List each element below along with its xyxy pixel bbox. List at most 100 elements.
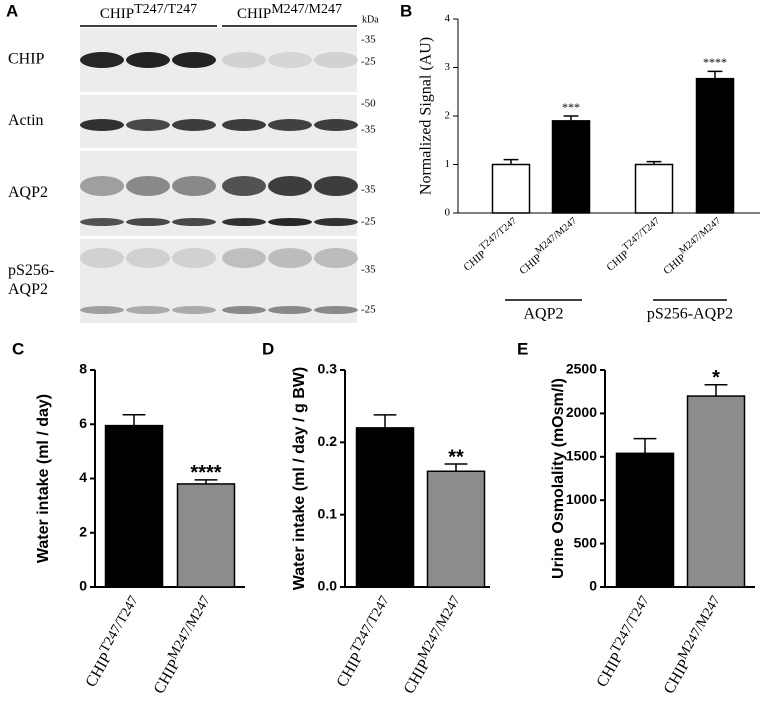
panel-letter: E <box>517 339 528 358</box>
error-bar <box>194 479 218 484</box>
x-tick-label-sup: M247/M247 <box>677 216 723 257</box>
y-tick-label: 4 <box>445 13 451 25</box>
x-tick-label-sup: M247/M247 <box>166 594 214 663</box>
bar <box>551 120 591 214</box>
error-bar <box>503 158 519 165</box>
y-axis-label: Water intake (ml / day / g BW) <box>291 367 308 590</box>
panel-letter: C <box>12 339 24 358</box>
band <box>222 306 266 314</box>
y-tick-label: 0.3 <box>318 361 338 377</box>
x-tick-label: CHIPM247/M247 <box>397 594 468 697</box>
x-tick-label: CHIPT247/T247 <box>601 216 665 273</box>
band <box>222 119 266 131</box>
band <box>80 176 124 196</box>
y-axis-label: Normalized Signal (AU) <box>418 37 435 195</box>
band <box>80 119 124 131</box>
y-tick-label: 2500 <box>566 361 597 377</box>
band <box>126 176 170 196</box>
y-tick-label: 0 <box>589 578 597 594</box>
band <box>314 176 358 196</box>
x-tick-label-sup: M247/M247 <box>676 594 724 663</box>
band <box>268 119 312 131</box>
x-tick-label-sup: T247/T247 <box>608 594 652 656</box>
band <box>314 248 358 268</box>
significance: * <box>712 367 720 389</box>
band <box>126 119 170 131</box>
kda-marker: -35 <box>361 124 376 136</box>
group-label-sup: M247/M247 <box>271 2 342 17</box>
y-tick-label: 0.0 <box>318 578 338 594</box>
y-tick-label: 0.2 <box>318 433 338 449</box>
bar <box>634 163 674 214</box>
group-label: CHIPM247/M247 <box>237 2 342 22</box>
error-bar <box>633 437 657 454</box>
band <box>126 52 170 68</box>
group-label: AQP2 <box>523 306 563 323</box>
significance: **** <box>703 55 727 69</box>
error-bar <box>373 414 397 428</box>
error-bar <box>707 70 723 79</box>
blot-strip <box>80 95 357 148</box>
kda-marker: -35 <box>361 184 376 196</box>
band <box>126 248 170 268</box>
unit-label: kDa <box>362 14 379 25</box>
band <box>268 52 312 68</box>
x-tick-label: CHIPM247/M247 <box>657 594 728 697</box>
error-bar <box>704 384 728 397</box>
band <box>222 176 266 196</box>
x-tick-label: CHIPT247/T247 <box>590 594 657 690</box>
y-tick-label: 1 <box>445 158 451 170</box>
significance: *** <box>562 100 580 114</box>
bar <box>426 470 486 588</box>
row-label: pS256- <box>8 262 54 279</box>
x-tick-label-sup: T247/T247 <box>621 216 663 253</box>
group-label: pS256-AQP2 <box>647 306 733 323</box>
band <box>314 52 358 68</box>
x-tick-label: CHIPT247/T247 <box>458 216 522 273</box>
y-tick-label: 2 <box>445 110 451 122</box>
band <box>222 248 266 268</box>
kda-marker: -35 <box>361 264 376 276</box>
panel-letter: B <box>400 1 412 20</box>
bar <box>686 395 746 588</box>
band <box>126 306 170 314</box>
y-tick-label: 0.1 <box>318 505 338 521</box>
band <box>80 306 124 314</box>
blot-strip <box>80 239 357 323</box>
y-axis-label: Urine Osmolality (mOsm/l) <box>550 378 567 579</box>
band <box>80 248 124 268</box>
row-label: CHIP <box>8 51 45 68</box>
band <box>268 176 312 196</box>
error-bar <box>444 463 468 472</box>
kda-marker: -25 <box>361 304 376 316</box>
y-tick-label: 0 <box>79 578 87 594</box>
group-label-base: CHIP <box>237 6 271 22</box>
x-tick-label: CHIPM247/M247 <box>658 216 726 277</box>
group-label: CHIPT247/T247 <box>100 2 197 22</box>
band <box>126 218 170 226</box>
y-tick-label: 2000 <box>566 404 597 420</box>
band <box>80 218 124 226</box>
y-tick-label: 1000 <box>566 491 597 507</box>
error-bar <box>122 414 146 426</box>
panel-letter: D <box>262 339 274 358</box>
band <box>172 52 216 68</box>
band <box>172 306 216 314</box>
band <box>314 218 358 226</box>
x-tick-label: CHIPM247/M247 <box>147 594 218 697</box>
y-tick-label: 0 <box>445 207 451 219</box>
band <box>314 306 358 314</box>
band <box>80 52 124 68</box>
group-label-sup: T247/T247 <box>134 2 197 17</box>
band <box>172 119 216 131</box>
x-tick-label-sup: T247/T247 <box>97 594 141 656</box>
band <box>268 218 312 226</box>
panel-letter: A <box>6 1 18 20</box>
bar <box>695 77 735 214</box>
error-bar <box>563 115 579 121</box>
row-label: AQP2 <box>8 281 48 298</box>
x-tick-label-sup: M247/M247 <box>416 594 464 663</box>
row-label: AQP2 <box>8 184 48 201</box>
x-tick-label-sup: T247/T247 <box>478 216 520 253</box>
bar <box>615 452 675 588</box>
